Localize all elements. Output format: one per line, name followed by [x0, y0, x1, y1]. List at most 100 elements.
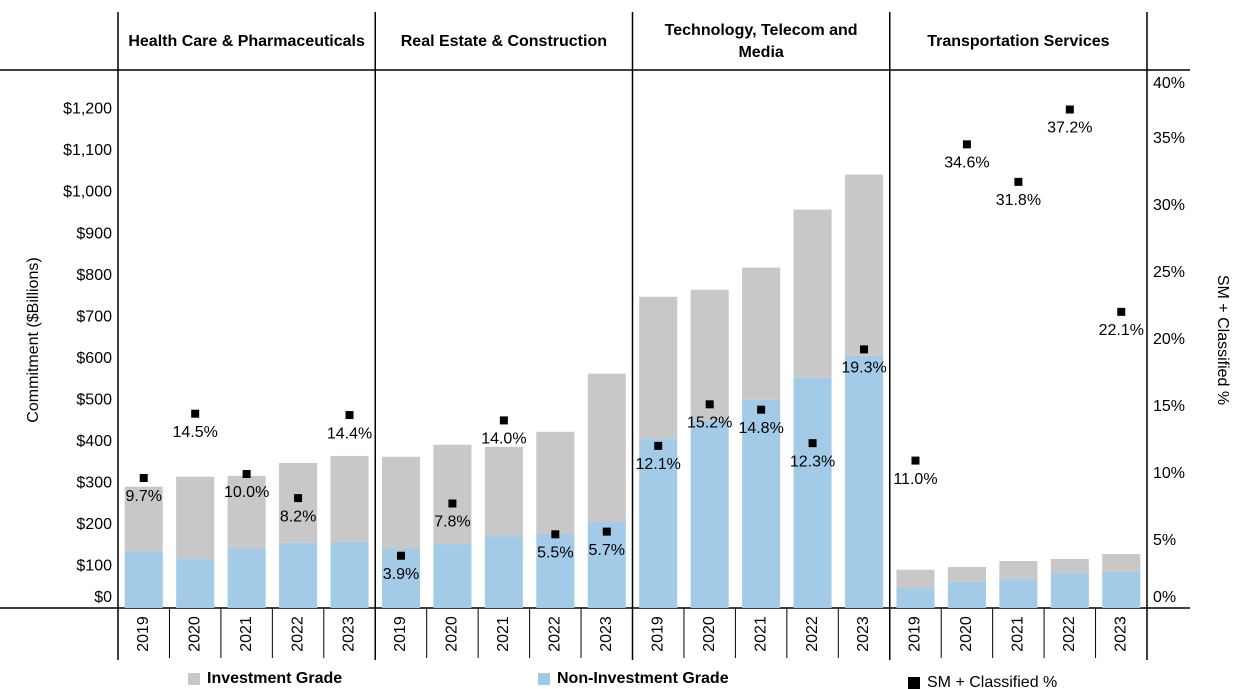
bar-non-investment: [124, 551, 163, 608]
bar-investment: [947, 566, 986, 582]
pct-label: 5.7%: [589, 542, 625, 559]
bar-non-investment: [844, 355, 884, 608]
bar-investment: [1050, 558, 1089, 574]
y-tick-label: $700: [76, 308, 112, 325]
pct-marker: [808, 439, 817, 448]
pct-marker: [654, 441, 663, 450]
bar-investment: [484, 446, 523, 537]
x-tick-label: 2019: [649, 616, 666, 652]
pct-label: 34.6%: [944, 155, 989, 172]
bar-investment: [330, 455, 369, 542]
legend-label: Investment Grade: [207, 670, 342, 687]
x-tick-label: 2022: [547, 616, 564, 652]
y-tick-label: $1,200: [63, 101, 112, 118]
legend-label: Non-Investment Grade: [557, 670, 729, 687]
bar-non-investment: [690, 420, 729, 608]
y2-axis-label: SM + Classified %: [1214, 275, 1231, 405]
y2-tick-label: 35%: [1153, 130, 1185, 147]
panel-title: Transportation Services: [927, 33, 1110, 50]
bar-investment: [742, 267, 781, 400]
pct-marker: [294, 494, 303, 503]
pct-label: 5.5%: [537, 545, 573, 562]
pct-marker: [860, 345, 869, 354]
bar-investment: [279, 462, 318, 543]
y-tick-label: $1,000: [63, 184, 112, 201]
bar-investment: [433, 444, 472, 545]
x-tick-label: 2021: [495, 616, 512, 652]
bar-non-investment: [793, 377, 832, 608]
x-tick-label: 2021: [1010, 616, 1027, 652]
bar-non-investment: [484, 536, 523, 608]
y2-tick-label: 10%: [1153, 465, 1185, 482]
bar-investment: [639, 296, 678, 439]
bar-non-investment: [742, 399, 781, 608]
x-tick-label: 2023: [341, 616, 358, 652]
y-tick-label: $0: [94, 589, 112, 606]
bar-non-investment: [587, 521, 626, 608]
pct-label: 14.0%: [481, 431, 526, 448]
pct-label: 12.1%: [636, 456, 681, 473]
bar-non-investment: [999, 578, 1038, 608]
x-tick-label: 2019: [392, 616, 409, 652]
bar-non-investment: [1050, 573, 1089, 608]
x-tick-label: 2021: [238, 616, 255, 652]
pct-label: 14.4%: [327, 425, 372, 442]
panel-title: Real Estate & Construction: [400, 33, 607, 50]
x-tick-label: 2019: [135, 616, 152, 652]
bar-investment: [381, 456, 421, 549]
y2-tick-label: 15%: [1153, 398, 1185, 415]
bar-non-investment: [279, 542, 318, 608]
bar-non-investment: [433, 544, 472, 608]
x-tick-label: 2022: [804, 616, 821, 652]
bar-investment: [124, 486, 163, 552]
y-tick-label: $500: [76, 391, 112, 408]
pct-marker: [705, 400, 714, 409]
pct-label: 11.0%: [893, 471, 937, 488]
pct-marker: [499, 416, 508, 425]
pct-label: 31.8%: [996, 192, 1041, 209]
y-axis-label: Commitment ($Billions): [25, 257, 42, 422]
pct-label: 3.9%: [383, 566, 419, 583]
legend-swatch: [188, 673, 200, 685]
pct-marker: [1014, 177, 1023, 186]
pct-marker: [1065, 105, 1074, 114]
legend-label: SM + Classified %: [927, 674, 1057, 689]
pct-label: 7.8%: [434, 514, 470, 531]
pct-marker: [396, 551, 405, 560]
pct-marker: [242, 470, 251, 478]
bar-non-investment: [227, 548, 266, 608]
y-tick-label: $100: [76, 558, 112, 575]
x-tick-label: 2019: [907, 616, 924, 652]
legend-swatch: [908, 677, 920, 689]
pct-marker: [551, 530, 560, 539]
panel-title: Technology, Telecom and Media: [664, 22, 858, 61]
pct-marker: [345, 411, 354, 420]
bar-investment: [896, 569, 935, 589]
legend-swatch: [538, 673, 550, 685]
y-tick-label: $300: [76, 475, 112, 492]
bar-investment: [999, 561, 1038, 579]
pct-label: 10.0%: [224, 484, 269, 501]
x-tick-label: 2022: [1061, 616, 1078, 652]
x-tick-label: 2023: [1112, 616, 1129, 652]
y-tick-label: $900: [76, 225, 112, 242]
x-tick-label: 2023: [598, 616, 615, 652]
bar-non-investment: [536, 534, 575, 608]
pct-label: 14.8%: [738, 420, 783, 437]
bar-non-investment: [1102, 571, 1141, 608]
pct-marker: [757, 405, 766, 414]
bar-non-investment: [176, 558, 215, 608]
pct-marker: [911, 456, 920, 465]
y2-tick-label: 25%: [1153, 264, 1185, 281]
bar-non-investment: [896, 588, 935, 608]
bar-investment: [844, 174, 884, 356]
x-tick-label: 2020: [958, 616, 975, 652]
pct-marker: [448, 499, 457, 508]
y2-tick-label: 5%: [1153, 532, 1176, 549]
bar-investment: [793, 209, 832, 378]
pct-marker: [139, 474, 148, 483]
y-tick-label: $800: [76, 267, 112, 284]
y-tick-label: $200: [76, 516, 112, 533]
